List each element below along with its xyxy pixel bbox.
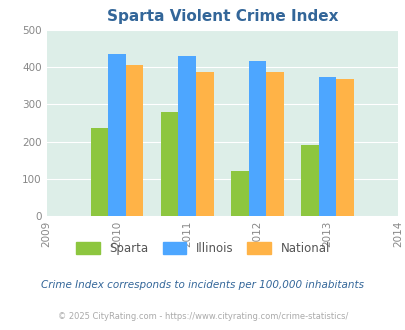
Text: Crime Index corresponds to incidents per 100,000 inhabitants: Crime Index corresponds to incidents per… bbox=[41, 280, 364, 290]
Legend: Sparta, Illinois, National: Sparta, Illinois, National bbox=[71, 237, 334, 259]
Bar bbox=[266, 72, 283, 216]
Bar bbox=[160, 113, 178, 216]
Bar bbox=[126, 65, 143, 216]
Text: © 2025 CityRating.com - https://www.cityrating.com/crime-statistics/: © 2025 CityRating.com - https://www.city… bbox=[58, 312, 347, 321]
Bar bbox=[108, 54, 126, 216]
Bar bbox=[178, 56, 196, 216]
Bar bbox=[301, 145, 318, 216]
Bar bbox=[336, 79, 353, 216]
Bar bbox=[90, 128, 108, 216]
Bar bbox=[196, 72, 213, 216]
Title: Sparta Violent Crime Index: Sparta Violent Crime Index bbox=[106, 9, 337, 24]
Bar bbox=[248, 61, 266, 216]
Bar bbox=[318, 77, 336, 216]
Bar bbox=[230, 171, 248, 216]
